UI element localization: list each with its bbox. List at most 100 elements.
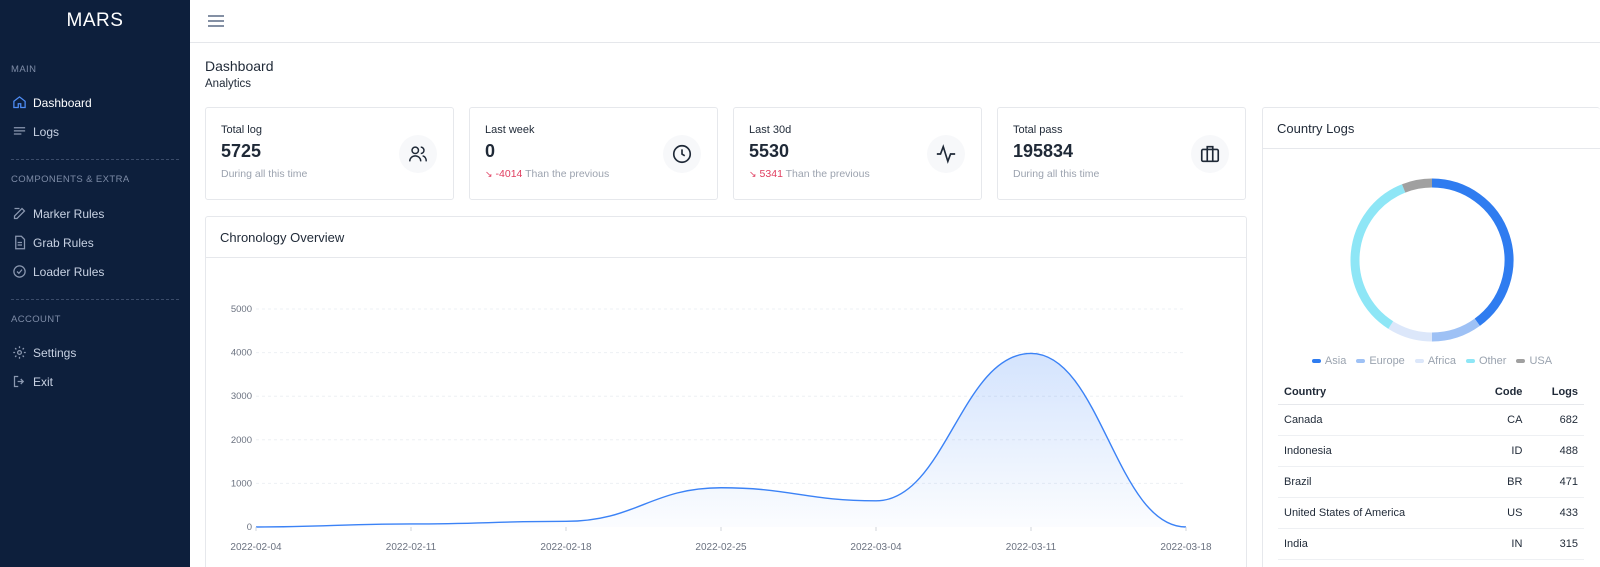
table-row[interactable]: United States of America US 433 — [1278, 497, 1584, 529]
stat-meta: ↘ 5341 Than the previous — [749, 168, 966, 180]
chronology-card: Chronology Overview 0 1000 2000 3000 4000 500… — [205, 216, 1247, 567]
legend-item-europe[interactable]: Europe — [1356, 355, 1405, 367]
chart-area — [256, 353, 1186, 527]
cell-country: Indonesia — [1278, 435, 1472, 467]
sidebar-item-loader-rules[interactable]: Loader Rules — [0, 257, 190, 286]
stat-label: Total log — [221, 124, 262, 136]
legend-item-other[interactable]: Other — [1465, 355, 1507, 367]
table-row[interactable]: India IN 315 — [1278, 528, 1584, 560]
donut-slice-europe[interactable] — [1431, 318, 1480, 342]
section-label-main: MAIN — [11, 64, 37, 75]
sidebar-item-marker-rules[interactable]: Marker Rules — [0, 199, 190, 228]
table-row[interactable]: Brazil BR 471 — [1278, 466, 1584, 498]
edit-icon — [13, 207, 26, 220]
legend-item-asia[interactable]: Asia — [1311, 355, 1347, 367]
trend-down-icon: ↘ — [749, 169, 757, 179]
sidebar-item-label: Marker Rules — [33, 206, 105, 221]
legend-swatch — [1516, 359, 1526, 363]
donut-slice-usa[interactable] — [1401, 178, 1433, 193]
cell-logs: 315 — [1528, 528, 1584, 560]
legend-item-africa[interactable]: Africa — [1414, 355, 1456, 367]
y-tick-label: 0 — [247, 522, 252, 533]
stat-icon-wrap — [399, 135, 437, 173]
y-tick-label: 5000 — [231, 304, 252, 315]
legend-label: Europe — [1369, 355, 1405, 367]
sidebar-item-dashboard[interactable]: Dashboard — [0, 88, 190, 117]
legend-label: Asia — [1324, 355, 1347, 367]
topbar — [190, 0, 1600, 43]
x-tick-label: 2022-03-04 — [850, 542, 902, 553]
country-logs-card: Country Logs Asia Europe Africa Other USA Co… — [1262, 107, 1600, 567]
sidebar-item-exit[interactable]: Exit — [0, 367, 190, 396]
stat-value: 5725 — [221, 141, 262, 161]
sidebar-item-label: Settings — [33, 345, 77, 360]
donut-slice-asia[interactable] — [1431, 178, 1514, 326]
donut-slice-other[interactable] — [1350, 184, 1406, 329]
table-header-row: Country Code Logs — [1278, 380, 1584, 405]
y-tick-label: 1000 — [231, 478, 252, 489]
x-tick-label: 2022-03-11 — [1006, 542, 1057, 553]
stat-delta: 5341 — [759, 168, 783, 180]
country-donut-chart — [1350, 178, 1514, 342]
document-icon — [15, 235, 26, 250]
legend-swatch — [1465, 359, 1475, 363]
x-tick-label: 2022-02-11 — [386, 542, 437, 553]
sidebar-item-label: Logs — [33, 124, 60, 139]
stat-meta: During all this time — [221, 168, 308, 180]
stat-card-last-week: Last week 0 ↘ -4014 Than the previous — [469, 107, 718, 200]
table-row[interactable]: Canada CA 682 — [1278, 404, 1584, 436]
stat-label: Total pass — [1013, 124, 1063, 136]
x-tick-label: 2022-02-18 — [540, 542, 592, 553]
logout-icon — [13, 375, 25, 388]
sidebar-divider — [11, 159, 179, 160]
cell-country: United States of America — [1278, 497, 1472, 529]
table-row[interactable]: Indonesia ID 488 — [1278, 435, 1584, 467]
brand-logo[interactable]: MARS — [66, 10, 124, 31]
legend-swatch — [1356, 359, 1366, 363]
sidebar-item-logs[interactable]: Logs — [0, 117, 190, 146]
sidebar-item-settings[interactable]: Settings — [0, 338, 190, 367]
legend-item-usa[interactable]: USA — [1516, 355, 1552, 367]
home-icon — [13, 96, 26, 109]
stat-icon-wrap — [663, 135, 701, 173]
donut-legend: Asia Europe Africa Other USA — [1263, 355, 1600, 367]
activity-icon — [936, 144, 956, 164]
list-icon — [13, 127, 26, 135]
cell-code: CA — [1471, 404, 1529, 436]
hamburger-menu-icon[interactable] — [207, 13, 225, 29]
cell-country: India — [1278, 528, 1472, 560]
stat-value: 195834 — [1013, 141, 1074, 161]
y-tick-label: 3000 — [231, 391, 252, 402]
legend-label: Other — [1478, 355, 1507, 367]
col-header-code[interactable]: Code — [1471, 380, 1529, 405]
stat-icon-wrap — [927, 135, 965, 173]
chart-line — [255, 352, 1187, 528]
legend-label: USA — [1529, 355, 1553, 367]
cell-country: Brazil — [1278, 466, 1472, 498]
cell-country: Canada — [1278, 404, 1472, 436]
y-tick-label: 2000 — [231, 435, 252, 446]
cell-code: ID — [1471, 435, 1529, 467]
x-tick-label: 2022-02-25 — [695, 542, 747, 553]
legend-swatch — [1311, 359, 1321, 363]
col-header-country[interactable]: Country — [1278, 380, 1472, 405]
legend-label: Africa — [1427, 355, 1456, 367]
page-subtitle: Analytics — [205, 78, 252, 90]
stat-icon-wrap — [1191, 135, 1229, 173]
users-icon — [409, 146, 427, 162]
stat-meta-text: Than the previous — [785, 168, 870, 180]
cell-logs: 471 — [1528, 466, 1584, 498]
sidebar-item-grab-rules[interactable]: Grab Rules — [0, 228, 190, 257]
sidebar-item-label: Grab Rules — [33, 235, 94, 250]
cell-code: BR — [1471, 466, 1529, 498]
cell-logs: 433 — [1528, 497, 1584, 529]
x-tick-label: 2022-03-18 — [1160, 542, 1212, 553]
chronology-title: Chronology Overview — [206, 217, 1246, 258]
stat-meta-text: Than the previous — [525, 168, 610, 180]
y-tick-label: 4000 — [231, 348, 252, 359]
stat-meta: During all this time — [1013, 168, 1100, 180]
col-header-logs[interactable]: Logs — [1528, 380, 1584, 405]
donut-slice-africa[interactable] — [1388, 321, 1433, 342]
stat-card-last-30d: Last 30d 5530 ↘ 5341 Than the previous — [733, 107, 982, 200]
cell-logs: 682 — [1528, 404, 1584, 436]
